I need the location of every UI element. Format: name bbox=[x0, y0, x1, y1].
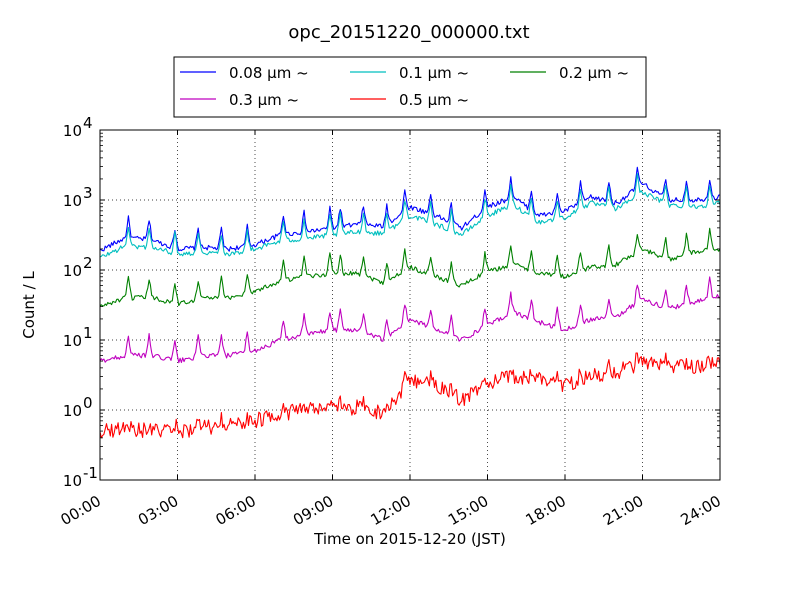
series-line-0 bbox=[99, 166, 720, 252]
y-tick-base: 10 bbox=[63, 262, 82, 280]
x-tick-label: 00:00 bbox=[58, 492, 104, 529]
legend-label: 0.2 μm ~ bbox=[559, 64, 629, 82]
x-tick-label: 21:00 bbox=[600, 492, 646, 529]
series-line-4 bbox=[99, 352, 721, 439]
series-line-2 bbox=[99, 227, 721, 307]
y-tick-base: 10 bbox=[63, 192, 82, 210]
y-tick-base: 10 bbox=[63, 472, 82, 490]
y-tick-exponent: -1 bbox=[83, 464, 98, 482]
y-tick-exponent: 1 bbox=[83, 324, 93, 342]
x-tick-label: 24:00 bbox=[678, 492, 724, 529]
y-tick-label: 10 3 bbox=[63, 184, 93, 210]
legend-label: 0.3 μm ~ bbox=[229, 91, 299, 109]
y-tick-exponent: 0 bbox=[83, 394, 93, 412]
legend-label: 0.1 μm ~ bbox=[399, 64, 469, 82]
y-tick-base: 10 bbox=[63, 402, 82, 420]
x-tick-label: 03:00 bbox=[135, 492, 181, 529]
plot-area bbox=[100, 130, 720, 480]
x-tick-label: 06:00 bbox=[213, 492, 259, 529]
x-tick-label: 15:00 bbox=[445, 492, 491, 529]
y-tick-label: 10 0 bbox=[63, 394, 93, 420]
chart-title: opc_20151220_000000.txt bbox=[288, 22, 529, 43]
legend-box bbox=[173, 56, 647, 118]
series-line-3 bbox=[99, 276, 721, 364]
y-tick-exponent: 2 bbox=[83, 254, 93, 272]
legend-label: 0.5 μm ~ bbox=[399, 91, 469, 109]
grid bbox=[100, 130, 720, 480]
y-tick-label: 10 2 bbox=[63, 254, 93, 280]
series-group bbox=[99, 166, 721, 439]
legend-item: 0.1 μm ~ bbox=[350, 64, 469, 82]
legend-item: 0.2 μm ~ bbox=[510, 64, 629, 82]
legend-item: 0.5 μm ~ bbox=[350, 91, 469, 109]
y-tick-label: 10 -1 bbox=[63, 464, 98, 490]
y-tick-label: 10 4 bbox=[63, 114, 93, 140]
x-tick-label: 18:00 bbox=[523, 492, 569, 529]
y-tick-exponent: 3 bbox=[83, 184, 93, 202]
x-tick-labels: 00:00 03:00 06:00 09:00 12:00 15:00 18:00 21:00… bbox=[58, 492, 724, 529]
legend: 0.08 μm ~ 0.1 μm ~ 0.2 μm ~ 0.3 μm ~ 0.5 μm … bbox=[173, 56, 647, 118]
legend-item: 0.3 μm ~ bbox=[180, 91, 299, 109]
ticks bbox=[99, 129, 721, 481]
x-tick-label: 12:00 bbox=[368, 492, 414, 529]
series-line-1 bbox=[99, 173, 721, 258]
legend-item: 0.08 μm ~ bbox=[180, 64, 309, 82]
y-tick-base: 10 bbox=[63, 122, 82, 140]
x-axis-label: Time on 2015-12-20 (JST) bbox=[313, 530, 506, 548]
x-tick-label: 09:00 bbox=[290, 492, 336, 529]
y-tick-label: 10 1 bbox=[63, 324, 93, 350]
legend-label: 0.08 μm ~ bbox=[229, 64, 309, 82]
y-axis-label: Count / L bbox=[20, 271, 38, 339]
y-tick-base: 10 bbox=[63, 332, 82, 350]
y-tick-exponent: 4 bbox=[83, 114, 93, 132]
